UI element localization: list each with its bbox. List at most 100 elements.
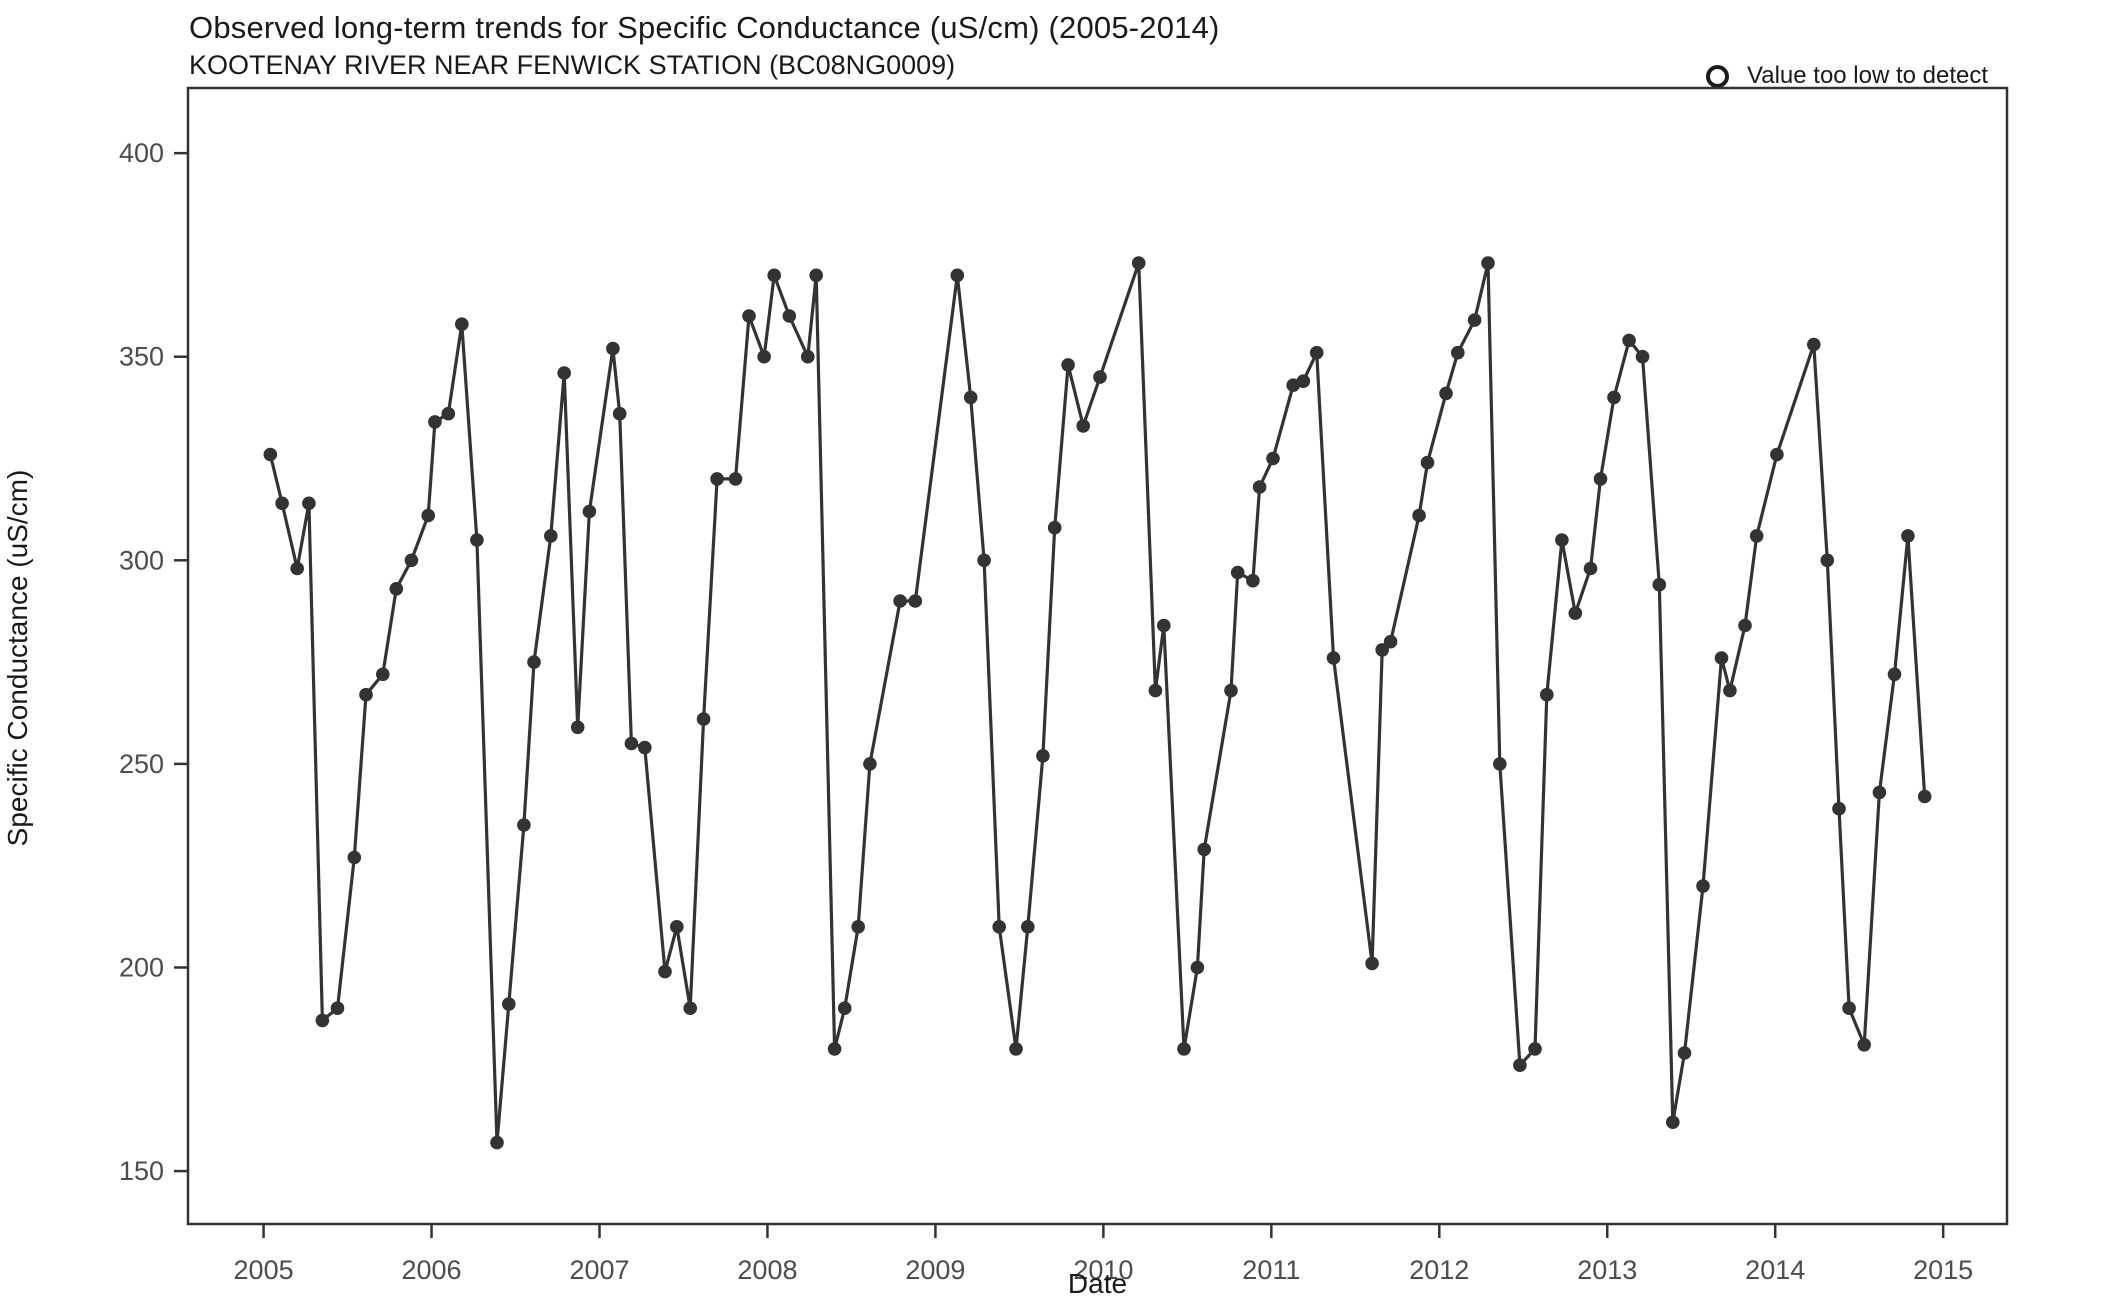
data-point — [527, 655, 541, 669]
data-point — [470, 533, 484, 547]
data-point — [742, 309, 756, 323]
data-point — [1266, 451, 1280, 466]
data-point — [1583, 561, 1598, 576]
data-point — [263, 447, 278, 462]
data-point — [683, 1001, 697, 1015]
data-point — [1820, 553, 1835, 568]
data-point — [330, 1001, 345, 1015]
data-point — [582, 504, 597, 519]
data-point — [502, 997, 516, 1011]
x-tick-label: 2006 — [402, 1255, 462, 1285]
data-point — [376, 667, 390, 682]
data-point — [710, 472, 724, 486]
data-point — [1555, 533, 1569, 547]
data-point — [827, 1042, 842, 1056]
data-point — [570, 720, 585, 735]
data-point — [455, 317, 469, 332]
data-point — [992, 920, 1006, 934]
x-tick-label: 2009 — [905, 1255, 965, 1285]
legend: Value too low to detect — [1706, 62, 1988, 90]
data-point — [302, 496, 316, 511]
data-point — [1887, 667, 1902, 682]
data-point — [359, 687, 373, 702]
data-point — [1528, 1042, 1542, 1056]
data-point — [851, 920, 865, 934]
data-point — [315, 1013, 330, 1028]
data-point — [1131, 256, 1146, 270]
data-point — [1714, 651, 1729, 665]
data-point — [782, 309, 797, 323]
data-point — [1872, 785, 1887, 800]
data-point — [1607, 390, 1621, 405]
data-point — [1635, 349, 1650, 364]
data-point — [1832, 801, 1846, 816]
data-point — [1568, 606, 1583, 620]
data-point — [544, 529, 558, 543]
data-point — [1252, 480, 1267, 494]
y-tick-label: 150 — [119, 1156, 164, 1186]
y-tick-label: 250 — [119, 749, 164, 779]
data-point — [1807, 337, 1821, 352]
data-point — [1493, 757, 1507, 771]
data-point — [963, 390, 978, 405]
data-point — [1901, 529, 1915, 543]
data-point — [1652, 577, 1667, 592]
data-point — [1842, 1001, 1856, 1015]
data-point — [421, 508, 436, 523]
data-point — [950, 268, 965, 283]
data-point — [1076, 419, 1090, 433]
data-point — [1677, 1046, 1692, 1060]
data-point — [977, 553, 991, 568]
data-point — [728, 472, 743, 486]
y-axis: 150 200 250 300 350 400 — [119, 138, 188, 1186]
data-point — [1309, 345, 1324, 360]
x-tick-label: 2011 — [1242, 1255, 1300, 1285]
data-point — [1047, 520, 1062, 535]
data-point — [1197, 842, 1211, 857]
data-point — [1021, 920, 1035, 934]
series-line — [268, 261, 1927, 1145]
data-point — [801, 349, 815, 364]
data-point — [557, 366, 571, 380]
data-point — [441, 406, 456, 421]
data-point — [1451, 345, 1465, 360]
data-point — [1666, 1115, 1680, 1129]
data-point — [1420, 455, 1435, 470]
plot-panel-border — [186, 86, 2009, 1226]
x-tick-label: 2008 — [737, 1255, 797, 1285]
data-point — [1412, 508, 1426, 523]
legend-label: Value too low to detect — [1747, 62, 1989, 89]
chart-subtitle: KOOTENAY RIVER NEAR FENWICK STATION (BC0… — [189, 50, 956, 80]
data-point — [1296, 374, 1311, 389]
data-point — [1246, 573, 1260, 588]
data-point — [1326, 651, 1341, 665]
data-point — [1622, 333, 1636, 348]
data-point — [908, 594, 923, 608]
data-point — [809, 268, 823, 283]
data-point — [347, 850, 362, 865]
data-point — [1224, 683, 1238, 698]
data-point — [490, 1135, 504, 1150]
data-point — [275, 496, 289, 511]
data-point — [1061, 358, 1075, 372]
data-point — [1009, 1042, 1023, 1056]
x-tick-label: 2014 — [1745, 1255, 1805, 1285]
data-point — [1190, 960, 1205, 975]
data-point — [517, 818, 531, 832]
data-point — [612, 406, 627, 421]
data-point — [1093, 370, 1107, 384]
data-point — [1036, 749, 1050, 763]
data-point — [404, 553, 419, 568]
x-tick-label: 2015 — [1913, 1255, 1973, 1285]
data-point — [696, 712, 711, 726]
data-point — [1481, 256, 1495, 270]
data-point — [606, 341, 620, 356]
y-tick-label: 300 — [119, 545, 164, 575]
data-point — [428, 415, 442, 429]
data-point — [1723, 683, 1737, 698]
data-point — [1177, 1042, 1191, 1056]
data-point — [290, 561, 305, 576]
data-point — [1770, 447, 1784, 462]
